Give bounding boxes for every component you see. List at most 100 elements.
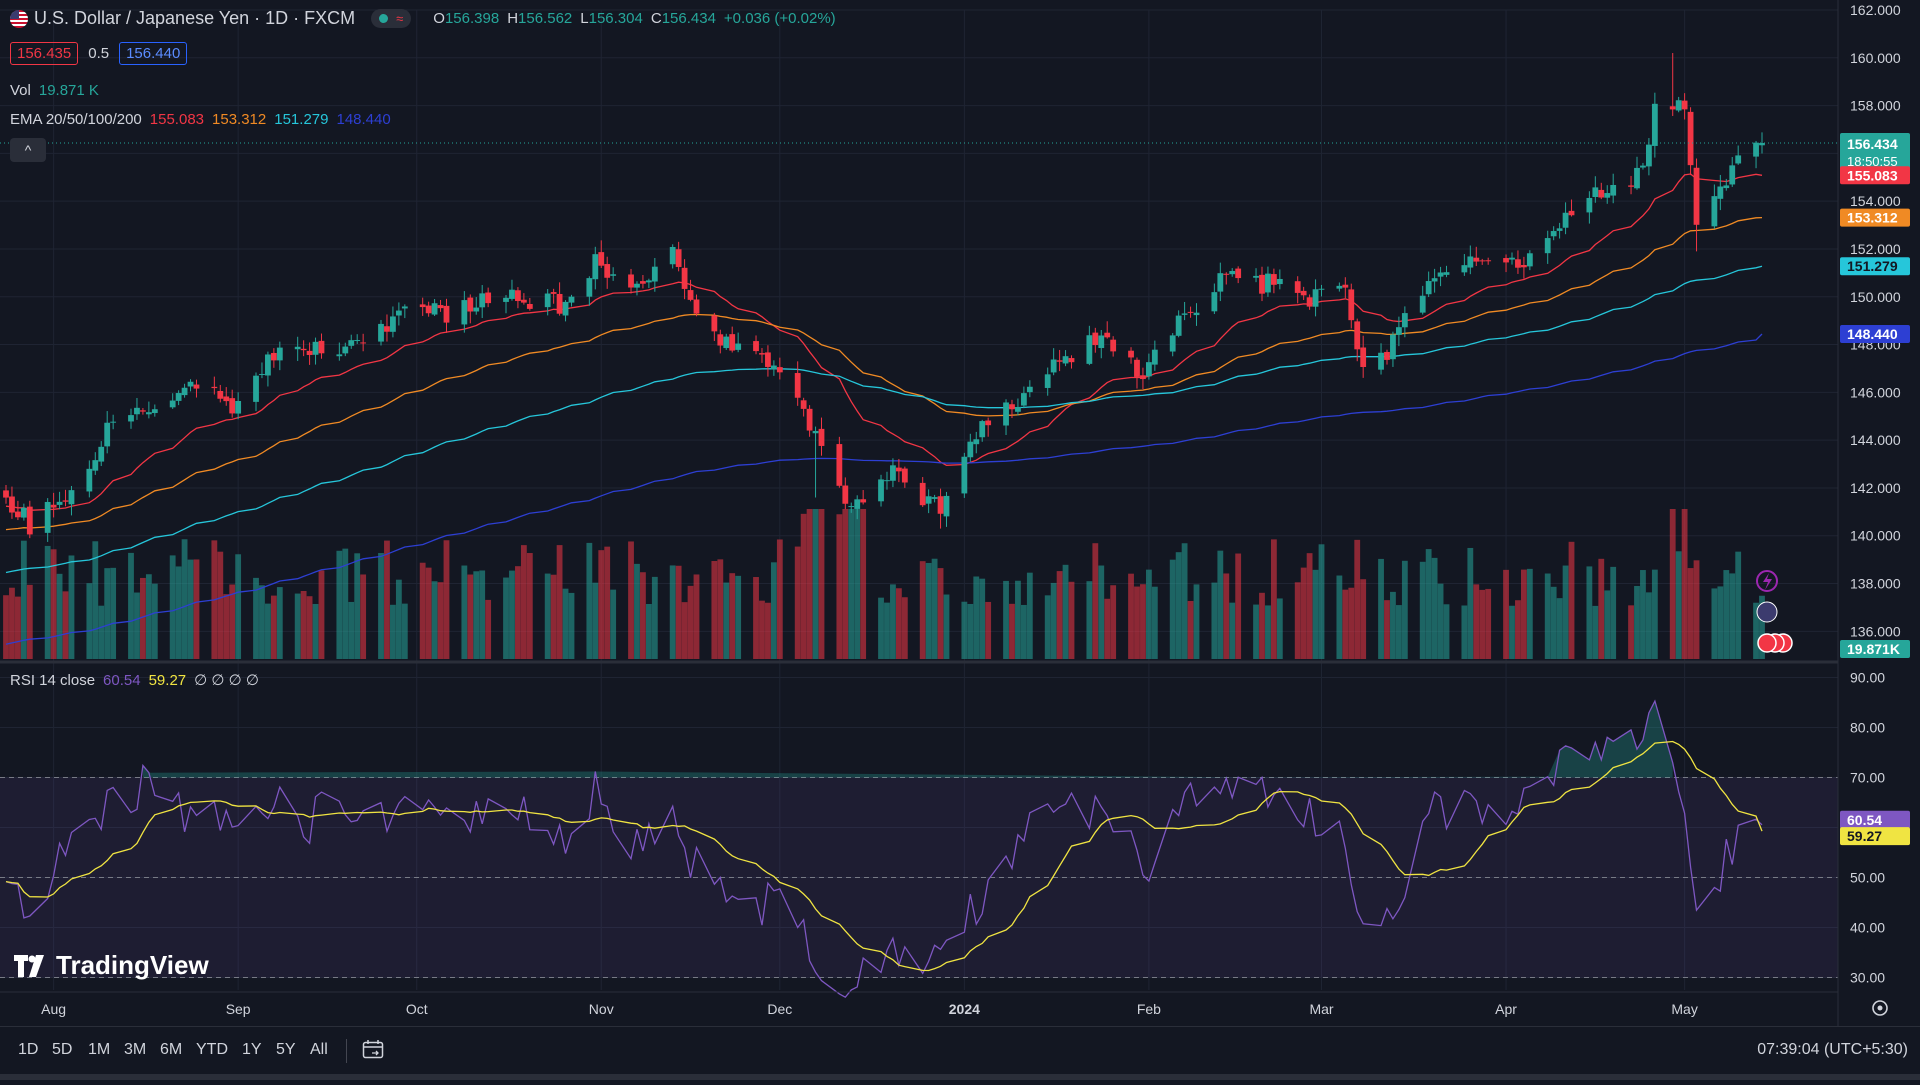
candle[interactable] xyxy=(1253,268,1259,283)
candle[interactable] xyxy=(1223,272,1230,285)
candle[interactable] xyxy=(1634,156,1640,190)
candle[interactable] xyxy=(1401,306,1408,338)
candle[interactable] xyxy=(848,502,855,513)
candle[interactable] xyxy=(1598,182,1605,200)
candle[interactable] xyxy=(1687,107,1694,176)
volume-axis-label[interactable]: 19.871K xyxy=(1840,640,1910,658)
candle[interactable] xyxy=(235,392,242,420)
candle[interactable] xyxy=(651,258,658,292)
candle[interactable] xyxy=(1378,343,1384,375)
candle[interactable] xyxy=(723,333,730,350)
rsi-label-0[interactable]: 60.54 xyxy=(1840,810,1910,829)
candle[interactable] xyxy=(1062,350,1069,367)
candle[interactable] xyxy=(26,500,33,539)
candle[interactable] xyxy=(1586,191,1593,224)
candle[interactable] xyxy=(68,485,75,516)
candle[interactable] xyxy=(1259,266,1265,302)
range-3m[interactable]: 3M xyxy=(124,1041,147,1058)
range-6m[interactable]: 6M xyxy=(160,1041,183,1058)
range-ytd[interactable]: YTD xyxy=(196,1041,228,1058)
candle[interactable] xyxy=(1181,301,1188,321)
candle[interactable] xyxy=(1098,330,1105,359)
candle[interactable] xyxy=(270,348,277,368)
candle[interactable] xyxy=(794,361,801,406)
candle[interactable] xyxy=(1229,268,1236,277)
candle[interactable] xyxy=(1175,310,1182,338)
candle[interactable] xyxy=(62,489,69,507)
candle[interactable] xyxy=(1003,399,1009,436)
candle[interactable] xyxy=(336,342,343,361)
candle[interactable] xyxy=(1729,157,1736,187)
calendar-goto-icon[interactable] xyxy=(362,1039,384,1059)
candle[interactable] xyxy=(1681,93,1688,120)
candle[interactable] xyxy=(812,426,819,498)
candle[interactable] xyxy=(544,289,551,316)
candle[interactable] xyxy=(550,288,557,304)
candle[interactable] xyxy=(604,256,611,289)
range-5y[interactable]: 5Y xyxy=(276,1041,296,1058)
candle[interactable] xyxy=(759,348,765,363)
candle[interactable] xyxy=(1425,271,1432,297)
candle[interactable] xyxy=(1628,175,1634,195)
candle[interactable] xyxy=(687,279,694,302)
candle[interactable] xyxy=(1443,265,1450,278)
candle[interactable] xyxy=(276,341,283,371)
candle[interactable] xyxy=(229,389,236,418)
candle[interactable] xyxy=(140,408,146,415)
candle[interactable] xyxy=(181,383,188,398)
candle[interactable] xyxy=(217,384,224,403)
time-tick-label[interactable]: May xyxy=(1671,1001,1697,1017)
candle[interactable] xyxy=(348,334,355,349)
candle[interactable] xyxy=(3,485,9,504)
time-tick-label[interactable]: Aug xyxy=(41,1001,66,1017)
candle[interactable] xyxy=(645,278,652,289)
candle[interactable] xyxy=(312,337,319,365)
candle[interactable] xyxy=(110,414,117,430)
candle[interactable] xyxy=(735,332,742,353)
rsi-label-1[interactable]: 59.27 xyxy=(1840,827,1910,846)
candle[interactable] xyxy=(443,298,450,333)
price-label-3[interactable]: 151.279 xyxy=(1840,257,1910,276)
candle[interactable] xyxy=(425,301,432,317)
candle[interactable] xyxy=(515,287,521,309)
candle[interactable] xyxy=(943,491,950,527)
candle[interactable] xyxy=(378,319,384,346)
candle[interactable] xyxy=(878,474,884,507)
candle[interactable] xyxy=(640,275,646,289)
candle[interactable] xyxy=(306,342,313,365)
candle[interactable] xyxy=(354,334,361,344)
candle[interactable] xyxy=(1509,252,1515,265)
range-5d[interactable]: 5D xyxy=(52,1041,73,1058)
candle[interactable] xyxy=(979,419,986,442)
candle[interactable] xyxy=(467,294,474,324)
candle[interactable] xyxy=(937,488,944,529)
candle[interactable] xyxy=(586,276,593,306)
candle[interactable] xyxy=(1485,257,1492,265)
candle[interactable] xyxy=(610,267,617,281)
candle[interactable] xyxy=(461,291,468,333)
candle[interactable] xyxy=(169,393,176,409)
price-label-0[interactable]: 156.434 18:50:55 xyxy=(1840,133,1910,170)
candle[interactable] xyxy=(1735,145,1742,165)
candle[interactable] xyxy=(1390,331,1396,367)
candle[interactable] xyxy=(390,306,396,338)
time-tick-label[interactable]: Dec xyxy=(767,1001,792,1017)
candle[interactable] xyxy=(1342,277,1349,298)
candle[interactable] xyxy=(1276,269,1283,290)
range-1y[interactable]: 1Y xyxy=(242,1041,262,1058)
candle[interactable] xyxy=(223,387,230,406)
candle[interactable] xyxy=(765,345,771,377)
candle[interactable] xyxy=(259,362,265,379)
candle[interactable] xyxy=(1009,399,1015,419)
candle[interactable] xyxy=(776,357,783,380)
candle[interactable] xyxy=(1104,321,1111,339)
candle[interactable] xyxy=(265,351,271,387)
candle[interactable] xyxy=(300,340,307,357)
candle[interactable] xyxy=(1134,357,1140,389)
candle[interactable] xyxy=(1015,398,1021,416)
candle[interactable] xyxy=(526,297,533,311)
buy-button[interactable]: 156.440 xyxy=(119,42,188,65)
candle[interactable] xyxy=(1020,386,1027,409)
